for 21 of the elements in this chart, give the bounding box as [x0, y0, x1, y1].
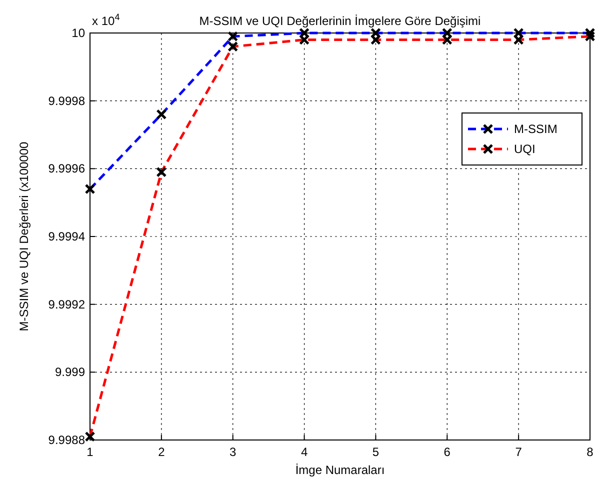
y-tick-label: 9.9994 [48, 230, 86, 244]
legend-label: UQI [514, 142, 536, 156]
y-tick-label: 9.9998 [48, 94, 86, 108]
y-tick-label: 9.9988 [48, 433, 86, 447]
x-tick-label: 7 [515, 445, 522, 459]
y-tick-label: 9.9996 [48, 162, 86, 176]
x-tick-label: 1 [86, 445, 94, 459]
y-tick-label: 9.999 [54, 365, 86, 380]
chart-title: M-SSIM ve UQI Değerlerinin İmgelere Göre Değişimi [199, 14, 481, 28]
x-tick-label: 3 [230, 445, 237, 459]
x-tick-label: 5 [372, 445, 380, 459]
y-axis-title: M-SSIM ve UQI Değerleri (x100000 [17, 141, 31, 332]
x-tick-label: 4 [300, 445, 308, 459]
y-tick-label: 10 [72, 26, 86, 40]
x-tick-label: 8 [586, 445, 594, 459]
x-tick-label: 2 [158, 445, 166, 459]
text: x 10$^{4}$ [92, 12, 120, 28]
x-tick-label: 6 [444, 445, 451, 459]
legend-label: M-SSIM [514, 122, 558, 136]
y-tick-label: 9.9992 [48, 297, 86, 312]
x-axis-title: İmge Numaraları [295, 463, 385, 477]
